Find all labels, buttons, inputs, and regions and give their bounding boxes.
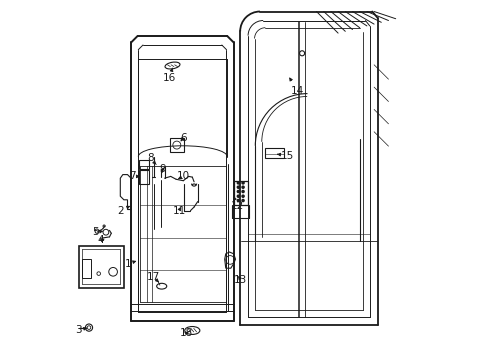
Bar — [234, 181, 247, 205]
Circle shape — [237, 186, 239, 188]
Circle shape — [242, 190, 244, 193]
Circle shape — [242, 195, 244, 197]
Circle shape — [237, 195, 239, 197]
Text: 18: 18 — [179, 328, 192, 338]
Text: 2: 2 — [117, 206, 129, 216]
Circle shape — [242, 186, 244, 188]
Circle shape — [237, 199, 239, 202]
Text: 13: 13 — [234, 275, 247, 285]
Bar — [169, 138, 183, 152]
Bar — [139, 160, 149, 169]
Text: 5: 5 — [92, 227, 102, 237]
Bar — [79, 246, 123, 288]
Text: 15: 15 — [277, 150, 293, 161]
Bar — [82, 259, 91, 278]
Text: 3: 3 — [76, 325, 86, 336]
Text: 1: 1 — [125, 258, 135, 269]
Text: 7: 7 — [129, 171, 139, 181]
Bar — [139, 170, 149, 184]
Text: 10: 10 — [176, 171, 189, 181]
Text: 16: 16 — [163, 68, 176, 84]
Circle shape — [242, 182, 244, 184]
Text: 12: 12 — [230, 197, 244, 211]
Text: 4: 4 — [98, 235, 104, 246]
Circle shape — [237, 182, 239, 184]
Text: 8: 8 — [146, 153, 156, 165]
Text: 11: 11 — [172, 206, 185, 216]
Bar — [265, 148, 284, 158]
Circle shape — [237, 190, 239, 193]
Text: 14: 14 — [289, 78, 304, 96]
Text: 9: 9 — [159, 164, 165, 174]
Circle shape — [242, 199, 244, 202]
Text: 6: 6 — [180, 132, 186, 143]
Text: 17: 17 — [147, 272, 160, 282]
